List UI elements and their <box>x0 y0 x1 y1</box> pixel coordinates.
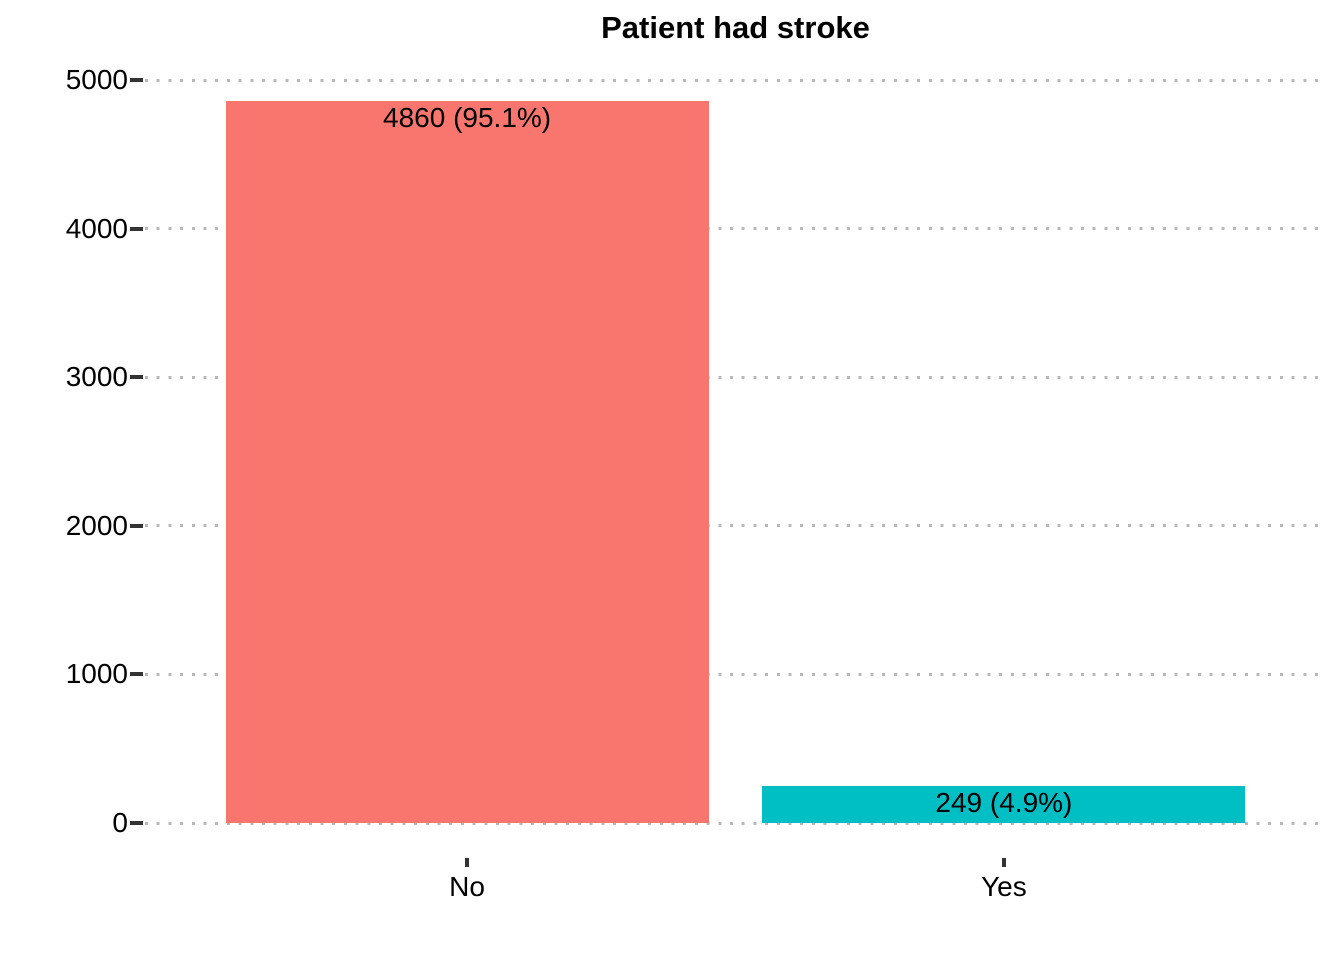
y-axis-tick <box>130 226 143 231</box>
y-axis-tick-label: 5000 <box>65 64 128 95</box>
y-gridline <box>145 375 1326 379</box>
chart-title: Patient had stroke <box>601 10 870 45</box>
y-gridline <box>145 78 1326 82</box>
bar-yes <box>762 785 1246 823</box>
y-axis-tick-label: 3000 <box>65 361 128 393</box>
x-axis-tick-label: No <box>449 871 485 902</box>
y-axis-tick-label: 0 <box>112 807 128 838</box>
x-axis-tick-label: Yes <box>981 871 1027 902</box>
y-axis-tick <box>130 78 143 82</box>
y-gridline <box>145 672 1326 676</box>
y-axis-tick-label: 2000 <box>65 509 128 541</box>
y-gridline <box>145 821 1326 825</box>
y-axis-tick <box>130 523 143 528</box>
y-gridline <box>145 227 1326 231</box>
y-axis-tick-label: 1000 <box>65 658 128 690</box>
y-axis-tick <box>130 821 143 825</box>
y-axis-tick-label: 4000 <box>65 212 128 244</box>
y-axis-tick <box>130 672 143 677</box>
y-gridline <box>145 524 1326 528</box>
x-axis-tick <box>465 858 470 867</box>
bar-no <box>225 100 709 823</box>
bar-value-label: 4860 (95.1%) <box>383 101 552 133</box>
y-axis-tick <box>130 375 143 380</box>
bar-value-label: 249 (4.9%) <box>935 786 1073 818</box>
x-axis-tick <box>1001 858 1006 867</box>
